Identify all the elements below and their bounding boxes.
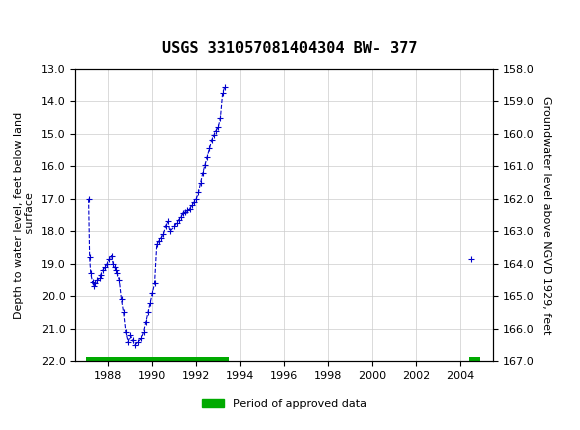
Legend: Period of approved data: Period of approved data (197, 395, 371, 414)
Text: ≡USGS: ≡USGS (6, 16, 72, 36)
Y-axis label: Depth to water level, feet below land
 surface: Depth to water level, feet below land su… (14, 111, 35, 319)
Text: USGS 331057081404304 BW- 377: USGS 331057081404304 BW- 377 (162, 41, 418, 56)
Y-axis label: Groundwater level above NGVD 1929, feet: Groundwater level above NGVD 1929, feet (541, 96, 551, 334)
